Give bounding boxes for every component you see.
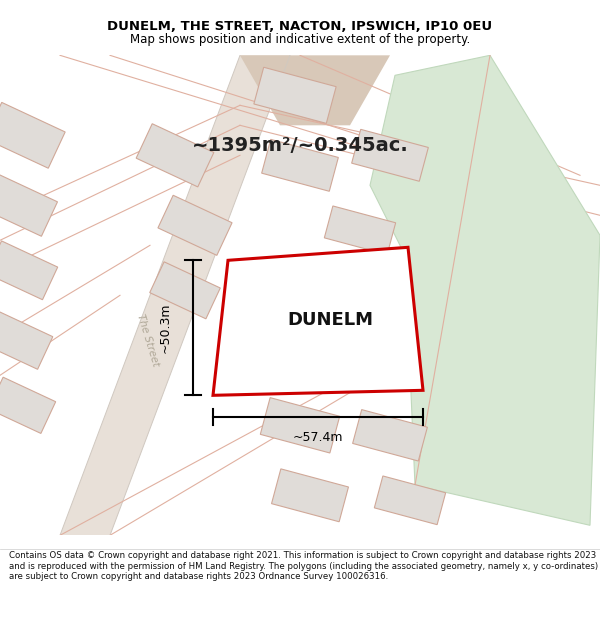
Text: Contains OS data © Crown copyright and database right 2021. This information is : Contains OS data © Crown copyright and d… [9,551,598,581]
Polygon shape [260,398,340,453]
Polygon shape [262,139,338,191]
Polygon shape [254,68,336,123]
Polygon shape [0,241,58,300]
Polygon shape [136,124,214,187]
Text: DUNELM: DUNELM [287,311,373,329]
Text: Map shows position and indicative extent of the property.: Map shows position and indicative extent… [130,33,470,46]
Polygon shape [0,378,56,433]
Polygon shape [0,174,58,236]
Text: ~50.3m: ~50.3m [158,302,172,353]
Text: ~57.4m: ~57.4m [293,431,343,444]
Text: ~1395m²/~0.345ac.: ~1395m²/~0.345ac. [191,136,409,155]
Polygon shape [370,55,600,525]
Polygon shape [150,262,220,319]
Polygon shape [0,311,53,369]
Polygon shape [272,469,349,522]
Polygon shape [352,129,428,181]
Polygon shape [0,102,65,168]
Polygon shape [325,206,395,254]
Text: The Street: The Street [135,312,161,368]
Text: DUNELM, THE STREET, NACTON, IPSWICH, IP10 0EU: DUNELM, THE STREET, NACTON, IPSWICH, IP1… [107,21,493,33]
Polygon shape [353,409,427,461]
Polygon shape [60,55,290,535]
Polygon shape [240,55,390,125]
Polygon shape [158,195,232,256]
Polygon shape [213,248,423,396]
Polygon shape [374,476,446,524]
